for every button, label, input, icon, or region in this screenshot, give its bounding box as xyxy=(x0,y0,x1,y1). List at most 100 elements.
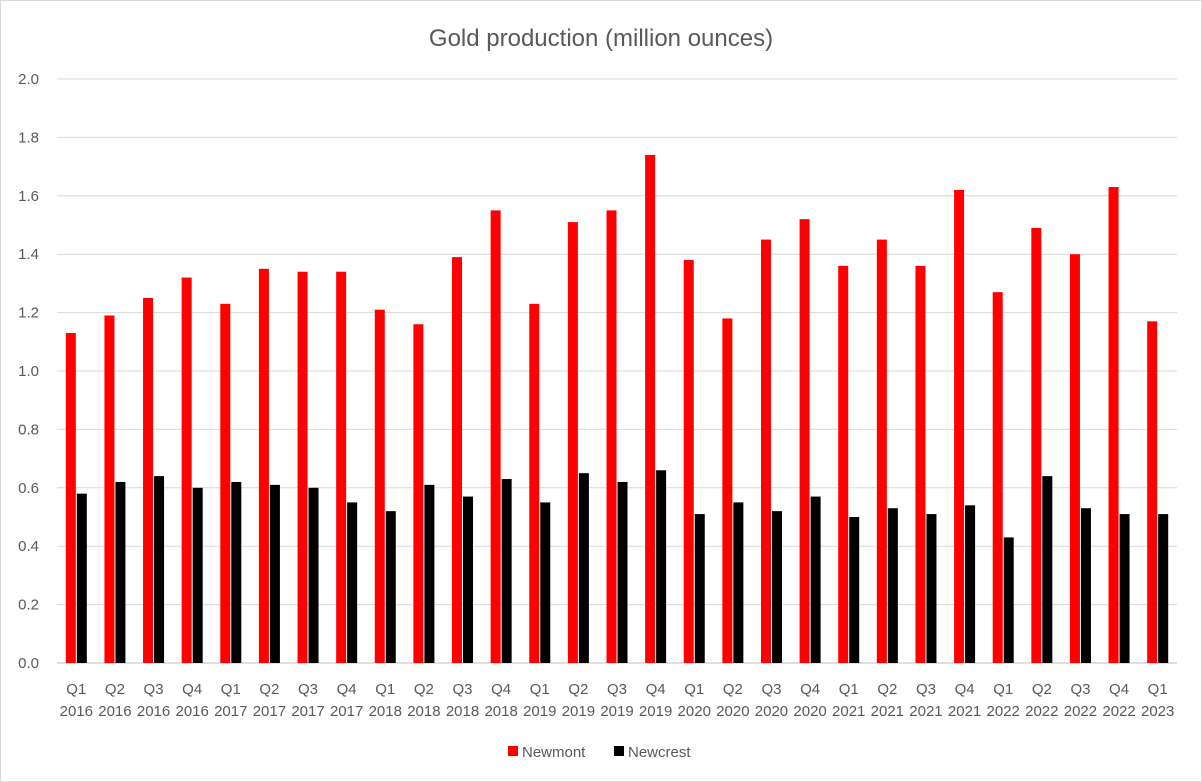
x-tick-year: 2018 xyxy=(446,703,479,720)
bar-newmont xyxy=(1108,187,1119,664)
x-tick-year: 2022 xyxy=(1064,703,1097,720)
bar-newmont xyxy=(1031,227,1042,664)
x-tick-year: 2016 xyxy=(175,703,208,720)
x-tick-year: 2023 xyxy=(1141,703,1174,720)
bar-newcrest xyxy=(887,508,898,663)
bar-newcrest xyxy=(617,481,628,663)
y-tick-label: 1.8 xyxy=(18,129,39,146)
x-tick-quarter: Q1 xyxy=(375,681,395,698)
bar-newcrest xyxy=(347,502,358,663)
bar-newmont xyxy=(915,265,926,663)
x-tick-quarter: Q4 xyxy=(646,681,666,698)
bar-newmont xyxy=(413,324,424,663)
bar-newcrest xyxy=(540,502,551,663)
x-tick-quarter: Q4 xyxy=(337,681,357,698)
bar-newcrest xyxy=(1158,514,1169,663)
bar-newcrest xyxy=(926,514,937,663)
x-tick-quarter: Q3 xyxy=(761,681,781,698)
x-tick-year: 2018 xyxy=(407,703,440,720)
bar-newmont xyxy=(1069,254,1080,663)
bar-newcrest xyxy=(849,517,860,663)
x-tick-year: 2021 xyxy=(948,703,981,720)
x-tick-year: 2017 xyxy=(330,703,363,720)
x-tick-year: 2018 xyxy=(369,703,402,720)
y-axis-ticks: 0.0 0.2 0.4 0.6 0.8 1.0 1.2 1.4 1.6 1.8 2.0 xyxy=(18,71,39,672)
bar-newcrest xyxy=(192,487,203,663)
x-tick-year: 2017 xyxy=(214,703,247,720)
bar-newcrest xyxy=(269,484,280,663)
bar-newcrest xyxy=(115,481,126,663)
bar-newmont xyxy=(606,210,617,663)
bar-newmont xyxy=(490,210,501,663)
bar-newmont xyxy=(645,154,656,664)
bar-newcrest xyxy=(694,514,705,663)
x-tick-year: 2022 xyxy=(1102,703,1135,720)
x-tick-quarter: Q3 xyxy=(298,681,318,698)
x-tick-quarter: Q2 xyxy=(568,681,588,698)
x-tick-quarter: Q1 xyxy=(684,681,704,698)
bar-newmont xyxy=(799,219,810,663)
x-tick-year: 2020 xyxy=(678,703,711,720)
bar-newcrest xyxy=(385,511,396,663)
x-tick-quarter: Q1 xyxy=(993,681,1013,698)
x-tick-quarter: Q4 xyxy=(955,681,975,698)
bar-newcrest xyxy=(1003,537,1014,663)
x-tick-year: 2021 xyxy=(832,703,865,720)
x-tick-year: 2020 xyxy=(755,703,788,720)
bar-newmont xyxy=(760,239,771,663)
x-tick-quarter: Q4 xyxy=(491,681,511,698)
x-tick-year: 2016 xyxy=(137,703,170,720)
bar-newcrest xyxy=(965,505,976,663)
y-tick-label: 0.6 xyxy=(18,480,39,497)
bar-newmont xyxy=(683,260,694,663)
x-tick-quarter: Q3 xyxy=(916,681,936,698)
x-tick-year: 2019 xyxy=(600,703,633,720)
bar-newcrest xyxy=(308,487,319,663)
bar-newmont xyxy=(722,318,733,663)
bar-newcrest xyxy=(501,479,512,663)
x-tick-quarter: Q2 xyxy=(259,681,279,698)
x-tick-year: 2019 xyxy=(523,703,556,720)
y-tick-label: 2.0 xyxy=(18,71,39,88)
x-tick-quarter: Q2 xyxy=(414,681,434,698)
bar-newcrest xyxy=(231,481,242,663)
x-tick-quarter: Q1 xyxy=(1148,681,1168,698)
bar-newmont xyxy=(181,277,192,663)
x-tick-quarter: Q4 xyxy=(800,681,820,698)
bar-newmont xyxy=(220,303,231,663)
bar-newmont xyxy=(297,271,308,663)
bar-newcrest xyxy=(76,493,87,663)
bar-newmont xyxy=(104,315,115,663)
bar-newmont xyxy=(529,303,540,663)
x-tick-year: 2022 xyxy=(1025,703,1058,720)
bar-newmont xyxy=(258,268,269,663)
y-tick-label: 1.4 xyxy=(18,246,39,263)
x-tick-year: 2017 xyxy=(253,703,286,720)
bar-newmont xyxy=(1147,321,1158,663)
x-tick-year: 2017 xyxy=(291,703,324,720)
bar-newcrest xyxy=(733,502,744,663)
bar-newmont xyxy=(992,292,1003,663)
x-tick-quarter: Q2 xyxy=(1032,681,1052,698)
bar-newcrest xyxy=(463,496,474,663)
x-tick-quarter: Q4 xyxy=(182,681,202,698)
x-tick-quarter: Q2 xyxy=(723,681,743,698)
chart-title: Gold production (million ounces) xyxy=(429,25,773,52)
bar-newcrest xyxy=(154,476,165,663)
y-tick-label: 0.8 xyxy=(18,421,39,438)
bar-newcrest xyxy=(656,470,667,663)
y-tick-label: 1.2 xyxy=(18,305,39,322)
x-tick-quarter: Q1 xyxy=(839,681,859,698)
x-tick-quarter: Q1 xyxy=(530,681,550,698)
legend-label-newcrest: Newcrest xyxy=(628,744,691,761)
bars xyxy=(65,154,1169,664)
x-tick-quarter: Q3 xyxy=(453,681,473,698)
bar-newmont xyxy=(954,189,965,663)
x-tick-year: 2016 xyxy=(60,703,93,720)
x-tick-year: 2020 xyxy=(716,703,749,720)
bar-newmont xyxy=(876,239,887,663)
x-tick-quarter: Q1 xyxy=(221,681,241,698)
x-tick-year: 2021 xyxy=(909,703,942,720)
